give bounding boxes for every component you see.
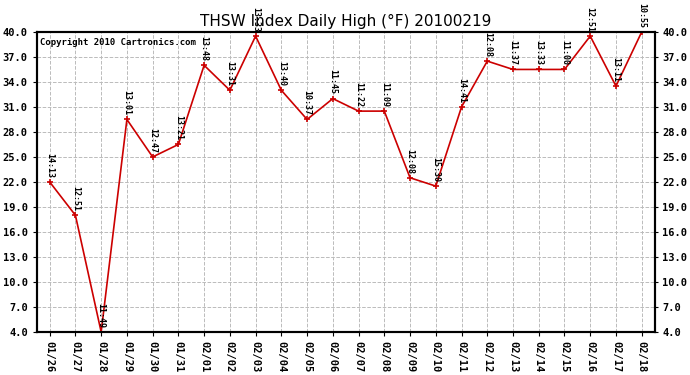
Text: 12:08: 12:08 bbox=[483, 32, 492, 57]
Text: 13:48: 13:48 bbox=[199, 36, 208, 61]
Text: 12:51: 12:51 bbox=[586, 7, 595, 32]
Text: 13:31: 13:31 bbox=[226, 61, 235, 86]
Text: 13:11: 13:11 bbox=[611, 57, 620, 82]
Text: 13:33: 13:33 bbox=[251, 7, 260, 32]
Text: 11:45: 11:45 bbox=[328, 69, 337, 94]
Text: 11:49: 11:49 bbox=[97, 303, 106, 328]
Text: 10:37: 10:37 bbox=[303, 90, 312, 115]
Text: 12:47: 12:47 bbox=[148, 128, 157, 153]
Text: 13:40: 13:40 bbox=[277, 61, 286, 86]
Text: Copyright 2010 Cartronics.com: Copyright 2010 Cartronics.com bbox=[40, 38, 196, 47]
Text: 11:09: 11:09 bbox=[380, 82, 388, 107]
Text: 13:01: 13:01 bbox=[122, 90, 131, 115]
Text: 10:55: 10:55 bbox=[637, 3, 647, 28]
Text: 13:21: 13:21 bbox=[174, 115, 183, 140]
Text: 15:30: 15:30 bbox=[431, 157, 440, 182]
Text: 12:51: 12:51 bbox=[71, 186, 80, 211]
Text: 12:08: 12:08 bbox=[406, 148, 415, 174]
Title: THSW Index Daily High (°F) 20100219: THSW Index Daily High (°F) 20100219 bbox=[200, 14, 491, 29]
Text: 14:41: 14:41 bbox=[457, 78, 466, 103]
Text: 13:33: 13:33 bbox=[534, 40, 543, 65]
Text: 11:00: 11:00 bbox=[560, 40, 569, 65]
Text: 14:13: 14:13 bbox=[45, 153, 55, 178]
Text: 11:22: 11:22 bbox=[354, 82, 363, 107]
Text: 11:37: 11:37 bbox=[509, 40, 518, 65]
